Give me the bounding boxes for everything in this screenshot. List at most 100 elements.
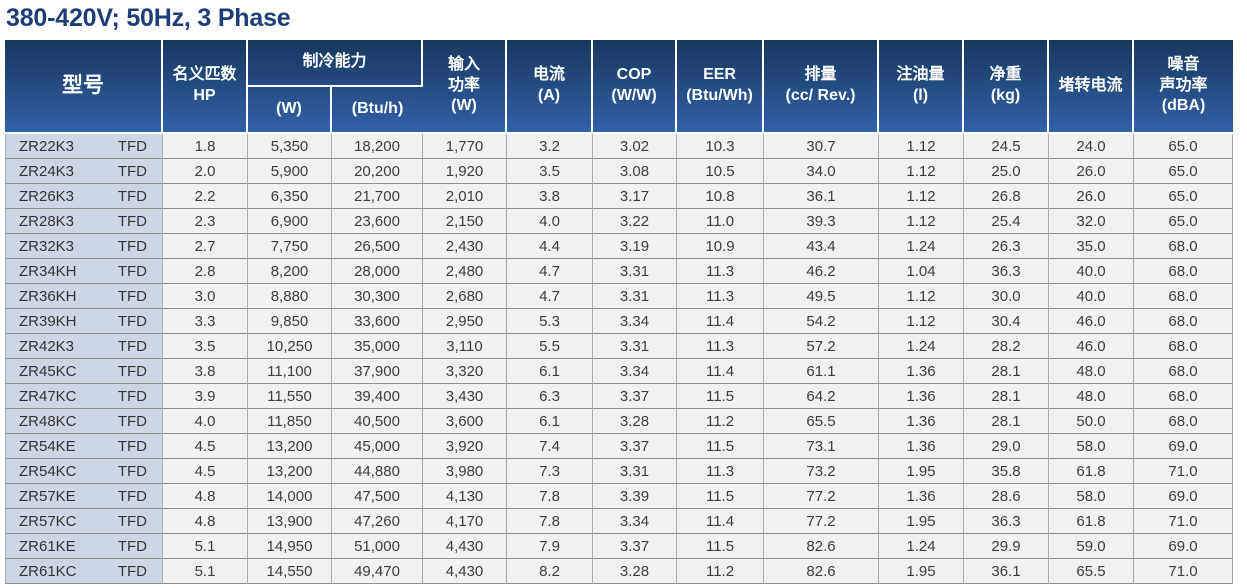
cell-net-weight: 26.8 bbox=[964, 184, 1050, 209]
cell-eer: 11.3 bbox=[677, 459, 765, 484]
cell-cooling-w: 6,900 bbox=[248, 209, 332, 234]
header-cop: COP (W/W) bbox=[593, 40, 678, 134]
cell-model: ZR24K3 TFD bbox=[5, 159, 163, 184]
cell-cooling-w: 6,350 bbox=[248, 184, 332, 209]
cell-net-weight: 36.3 bbox=[964, 259, 1050, 284]
cell-net-weight: 29.0 bbox=[964, 434, 1050, 459]
model-code: ZR45KC bbox=[19, 362, 77, 380]
cell-input-power: 4,130 bbox=[423, 484, 508, 509]
cell-cooling-btuh: 44,880 bbox=[332, 459, 424, 484]
cell-eer: 11.2 bbox=[677, 559, 765, 584]
cell-displacement: 73.1 bbox=[764, 434, 880, 459]
cell-model: ZR42K3 TFD bbox=[5, 334, 163, 359]
cell-nominal-hp: 5.1 bbox=[163, 559, 248, 584]
cell-displacement: 65.5 bbox=[764, 409, 880, 434]
cell-cop: 3.37 bbox=[593, 434, 678, 459]
cell-nominal-hp: 4.8 bbox=[163, 484, 248, 509]
cell-nominal-hp: 2.0 bbox=[163, 159, 248, 184]
cell-oil-charge: 1.95 bbox=[879, 559, 965, 584]
cell-input-power: 3,980 bbox=[423, 459, 508, 484]
cell-current: 5.5 bbox=[507, 334, 594, 359]
model-code: ZR57KC bbox=[19, 512, 77, 530]
cell-noise: 68.0 bbox=[1134, 384, 1234, 409]
cell-locked-rotor-current: 65.5 bbox=[1049, 559, 1135, 584]
cell-locked-rotor-current: 46.0 bbox=[1049, 334, 1135, 359]
model-code: ZR39KH bbox=[19, 312, 77, 330]
cell-model: ZR47KC TFD bbox=[5, 384, 163, 409]
model-code: ZR34KH bbox=[19, 262, 77, 280]
cell-current: 4.0 bbox=[507, 209, 594, 234]
model-variant: TFD bbox=[117, 287, 147, 305]
cell-cooling-btuh: 39,400 bbox=[332, 384, 424, 409]
cell-net-weight: 35.8 bbox=[964, 459, 1050, 484]
cell-oil-charge: 1.12 bbox=[879, 284, 965, 309]
cell-oil-charge: 1.04 bbox=[879, 259, 965, 284]
cell-oil-charge: 1.36 bbox=[879, 384, 965, 409]
cell-displacement: 77.2 bbox=[764, 484, 880, 509]
table-row: ZR42K3 TFD 3.5 10,250 35,000 3,110 5.5 3… bbox=[5, 334, 1234, 359]
cell-current: 5.3 bbox=[507, 309, 594, 334]
header-oil-charge: 注油量 (l) bbox=[879, 40, 965, 134]
cell-noise: 65.0 bbox=[1134, 159, 1234, 184]
cell-current: 7.9 bbox=[507, 534, 594, 559]
cell-cooling-btuh: 47,260 bbox=[332, 509, 424, 534]
cell-oil-charge: 1.24 bbox=[879, 334, 965, 359]
model-variant: TFD bbox=[117, 262, 147, 280]
cell-cooling-w: 13,200 bbox=[248, 459, 332, 484]
cell-noise: 71.0 bbox=[1134, 509, 1234, 534]
cell-model: ZR61KE TFD bbox=[5, 534, 163, 559]
model-code: ZR22K3 bbox=[19, 137, 75, 155]
cell-displacement: 77.2 bbox=[764, 509, 880, 534]
cell-locked-rotor-current: 24.0 bbox=[1049, 134, 1135, 159]
cell-cop: 3.28 bbox=[593, 559, 678, 584]
cell-locked-rotor-current: 46.0 bbox=[1049, 309, 1135, 334]
cell-input-power: 2,010 bbox=[423, 184, 508, 209]
cell-net-weight: 28.1 bbox=[964, 359, 1050, 384]
header-displacement: 排量 (cc/ Rev.) bbox=[764, 40, 880, 134]
cell-eer: 11.3 bbox=[677, 284, 765, 309]
cell-nominal-hp: 4.8 bbox=[163, 509, 248, 534]
cell-model: ZR45KC TFD bbox=[5, 359, 163, 384]
model-variant: TFD bbox=[117, 412, 147, 430]
cell-net-weight: 28.6 bbox=[964, 484, 1050, 509]
cell-cop: 3.39 bbox=[593, 484, 678, 509]
cell-model: ZR22K3 TFD bbox=[5, 134, 163, 159]
cell-nominal-hp: 3.8 bbox=[163, 359, 248, 384]
cell-eer: 11.5 bbox=[677, 434, 765, 459]
cell-displacement: 34.0 bbox=[764, 159, 880, 184]
cell-model: ZR48KC TFD bbox=[5, 409, 163, 434]
cell-eer: 11.3 bbox=[677, 334, 765, 359]
cell-displacement: 43.4 bbox=[764, 234, 880, 259]
cell-model: ZR57KC TFD bbox=[5, 509, 163, 534]
cell-cop: 3.22 bbox=[593, 209, 678, 234]
cell-eer: 11.5 bbox=[677, 534, 765, 559]
cell-model: ZR26K3 TFD bbox=[5, 184, 163, 209]
compressor-spec-table: 型号 名义匹数 HP 制冷能力 输入 功率 (W) 电流 (A) COP (W/… bbox=[5, 40, 1234, 584]
model-variant: TFD bbox=[117, 337, 147, 355]
table-row: ZR45KC TFD 3.8 11,100 37,900 3,320 6.1 3… bbox=[5, 359, 1234, 384]
model-code: ZR61KE bbox=[19, 537, 76, 555]
cell-cop: 3.08 bbox=[593, 159, 678, 184]
header-input-power: 输入 功率 (W) bbox=[423, 40, 508, 134]
model-code: ZR32K3 bbox=[19, 237, 75, 255]
cell-cooling-btuh: 49,470 bbox=[332, 559, 424, 584]
cell-noise: 69.0 bbox=[1134, 484, 1234, 509]
cell-input-power: 2,950 bbox=[423, 309, 508, 334]
cell-nominal-hp: 2.8 bbox=[163, 259, 248, 284]
header-net-weight: 净重 (kg) bbox=[964, 40, 1050, 134]
cell-net-weight: 30.4 bbox=[964, 309, 1050, 334]
model-variant: TFD bbox=[117, 537, 147, 555]
cell-cooling-btuh: 37,900 bbox=[332, 359, 424, 384]
cell-nominal-hp: 2.2 bbox=[163, 184, 248, 209]
model-variant: TFD bbox=[117, 437, 147, 455]
cell-model: ZR54KE TFD bbox=[5, 434, 163, 459]
cell-locked-rotor-current: 40.0 bbox=[1049, 284, 1135, 309]
cell-current: 8.2 bbox=[507, 559, 594, 584]
cell-model: ZR54KC TFD bbox=[5, 459, 163, 484]
cell-input-power: 4,170 bbox=[423, 509, 508, 534]
cell-net-weight: 28.1 bbox=[964, 409, 1050, 434]
cell-nominal-hp: 2.7 bbox=[163, 234, 248, 259]
cell-current: 6.1 bbox=[507, 359, 594, 384]
cell-nominal-hp: 4.0 bbox=[163, 409, 248, 434]
cell-oil-charge: 1.12 bbox=[879, 184, 965, 209]
